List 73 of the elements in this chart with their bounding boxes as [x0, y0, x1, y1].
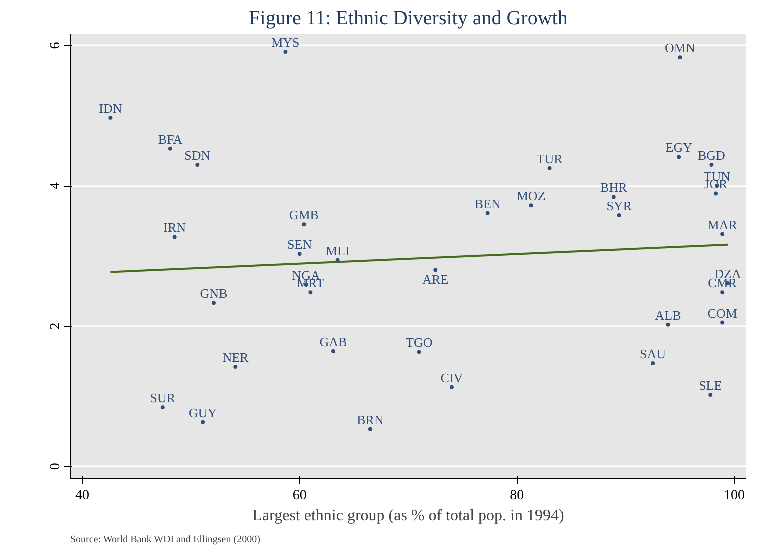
data-label: GAB [320, 334, 348, 350]
point [714, 192, 718, 196]
data-label: GUY [189, 405, 218, 420]
data-label: MYS [272, 35, 300, 50]
point [160, 406, 165, 410]
data-label: CIV [440, 370, 464, 386]
point [708, 393, 713, 398]
point [234, 364, 238, 369]
data-label: SUR [150, 390, 176, 406]
data-label: BGD [698, 148, 726, 163]
point [168, 146, 172, 151]
data-label: IDN [99, 100, 123, 116]
point [368, 427, 372, 432]
data-label: COM [708, 306, 738, 321]
data-label: EGY [666, 140, 694, 156]
data-label: BEN [474, 196, 502, 212]
point [298, 252, 302, 256]
data-label: MAR [708, 217, 738, 232]
point [417, 350, 422, 354]
data-label: SEN [288, 237, 313, 252]
x-tick-label: 40 [75, 488, 90, 504]
point [332, 350, 336, 354]
data-label: SLE [699, 378, 722, 394]
data-label: SDN [184, 148, 212, 163]
point [201, 420, 206, 424]
data-label: BRN [357, 412, 384, 428]
chart-title: Figure 11: Ethnic Diversity and Growth [249, 8, 568, 30]
data-label: ARE [422, 272, 449, 288]
data-label: MLI [326, 243, 350, 258]
data-label: IRN [164, 220, 187, 236]
y-tick-label: 0 [48, 463, 64, 470]
x-tick-label: 80 [510, 488, 524, 504]
data-label: MOZ [516, 188, 546, 204]
source-note: Source: World Bank WDI and Ellingsen (2000) [70, 534, 260, 546]
point [720, 232, 725, 236]
point [617, 213, 622, 218]
point [720, 290, 725, 295]
y-tick-label: 2 [48, 322, 64, 330]
data-label: SAU [640, 346, 667, 362]
point [212, 301, 216, 306]
point [612, 195, 616, 200]
point [677, 155, 682, 160]
point [678, 56, 682, 60]
point [308, 290, 313, 295]
point [651, 361, 656, 366]
x-tick-label: 100 [724, 488, 746, 504]
point [450, 385, 454, 390]
point [284, 50, 288, 54]
point [302, 222, 306, 227]
point [108, 116, 113, 120]
data-label: NER [222, 350, 250, 365]
point [172, 235, 177, 240]
y-tick-label: 4 [48, 182, 64, 190]
data-label: TGO [406, 335, 433, 350]
data-label: SYR [606, 198, 632, 214]
x-axis-title: Largest ethnic group (as % of total pop. in 1994) [252, 508, 564, 524]
data-label: BFA [158, 132, 184, 147]
point [434, 268, 438, 272]
point [666, 322, 670, 327]
x-tick-label: 60 [292, 488, 307, 504]
data-label: GNB [200, 286, 228, 302]
data-label: BHR [600, 180, 628, 196]
data-label: TUR [536, 151, 564, 166]
y-tick-label: 6 [48, 42, 64, 50]
data-label: GMB [289, 208, 320, 223]
point [486, 211, 490, 216]
point [720, 320, 725, 325]
point [548, 166, 552, 170]
data-label: ALB [655, 308, 682, 323]
point [529, 204, 534, 208]
point [196, 162, 200, 167]
data-label: OMN [665, 40, 696, 56]
point [710, 162, 714, 167]
